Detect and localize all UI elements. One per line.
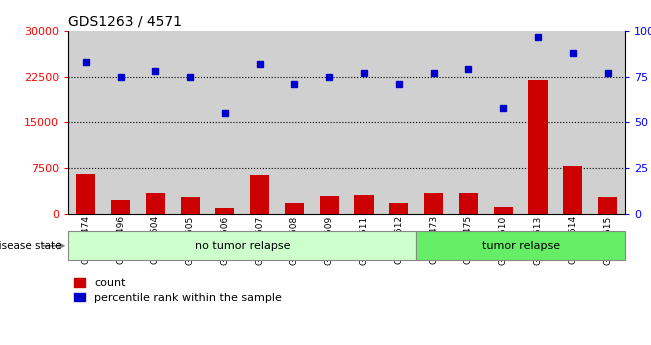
- Bar: [208, 31, 242, 214]
- Bar: [346, 31, 381, 214]
- Bar: [355, 195, 374, 214]
- Bar: [521, 31, 555, 214]
- Bar: [590, 31, 625, 214]
- Bar: [493, 207, 513, 214]
- Bar: [416, 231, 625, 260]
- Bar: [312, 31, 346, 214]
- Bar: [103, 31, 138, 214]
- Bar: [146, 193, 165, 214]
- Bar: [598, 197, 617, 214]
- Bar: [563, 166, 583, 214]
- Bar: [555, 31, 590, 214]
- Bar: [416, 31, 451, 214]
- Bar: [424, 193, 443, 214]
- Bar: [389, 203, 408, 214]
- Bar: [68, 231, 416, 260]
- Bar: [529, 80, 547, 214]
- Bar: [250, 175, 270, 214]
- Bar: [180, 197, 200, 214]
- Bar: [76, 174, 95, 214]
- Bar: [381, 31, 416, 214]
- Bar: [451, 31, 486, 214]
- Bar: [242, 31, 277, 214]
- Bar: [173, 31, 208, 214]
- Bar: [138, 31, 173, 214]
- Text: disease state: disease state: [0, 241, 62, 251]
- Bar: [285, 203, 304, 214]
- Bar: [215, 208, 234, 214]
- Text: tumor relapse: tumor relapse: [482, 241, 560, 251]
- Bar: [277, 31, 312, 214]
- Text: no tumor relapse: no tumor relapse: [195, 241, 290, 251]
- Bar: [459, 193, 478, 214]
- Bar: [486, 31, 521, 214]
- Bar: [111, 200, 130, 214]
- Text: GDS1263 / 4571: GDS1263 / 4571: [68, 14, 182, 29]
- Bar: [320, 196, 339, 214]
- Bar: [68, 31, 103, 214]
- Legend: count, percentile rank within the sample: count, percentile rank within the sample: [74, 278, 282, 303]
